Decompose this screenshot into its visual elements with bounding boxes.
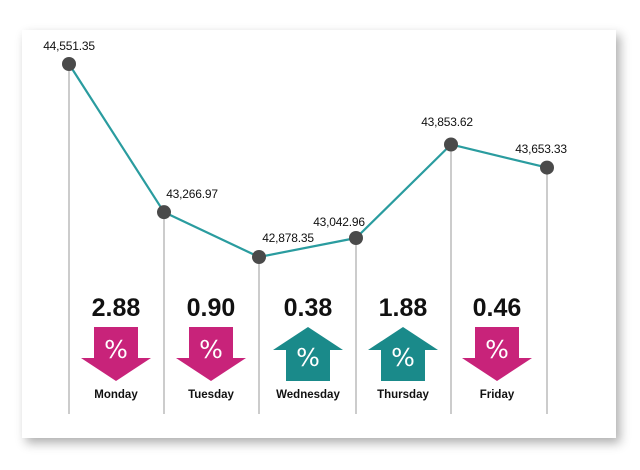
down-arrow-icon [81, 327, 151, 381]
data-label: 43,266.97 [166, 187, 218, 201]
x-tick-label: Thursday [377, 389, 429, 401]
x-tick-label: Monday [94, 389, 138, 401]
data-point [349, 231, 363, 246]
percent-change-label: 0.46 [473, 294, 522, 322]
down-arrow-icon [462, 327, 532, 381]
data-label: 44,551.35 [43, 39, 95, 53]
data-point [444, 137, 458, 152]
percent-sign: % [199, 335, 223, 364]
percent-sign: % [391, 343, 415, 372]
x-tick-label: Friday [480, 389, 515, 401]
up-arrow-icon [368, 327, 438, 381]
percent-change-label: 0.90 [187, 294, 236, 322]
percent-sign: % [104, 335, 128, 364]
data-label: 43,653.33 [515, 142, 567, 156]
series-line [68, 63, 548, 259]
percent-sign: % [296, 343, 320, 372]
data-label: 43,853.62 [421, 115, 473, 129]
data-point [540, 160, 554, 175]
x-tick-label: Tuesday [188, 389, 234, 401]
percent-change-label: 2.88 [92, 294, 141, 322]
data-point [252, 250, 266, 264]
percent-sign: % [485, 335, 509, 364]
data-point [62, 57, 76, 71]
data-label: 42,878.35 [262, 231, 314, 245]
data-point [157, 205, 171, 220]
percent-change-label: 0.38 [284, 294, 333, 322]
percent-change-label: 1.88 [379, 294, 428, 322]
down-arrow-icon [176, 327, 246, 381]
x-tick-label: Wednesday [276, 389, 340, 401]
data-label: 43,042.96 [313, 215, 365, 229]
up-arrow-icon [273, 327, 343, 381]
